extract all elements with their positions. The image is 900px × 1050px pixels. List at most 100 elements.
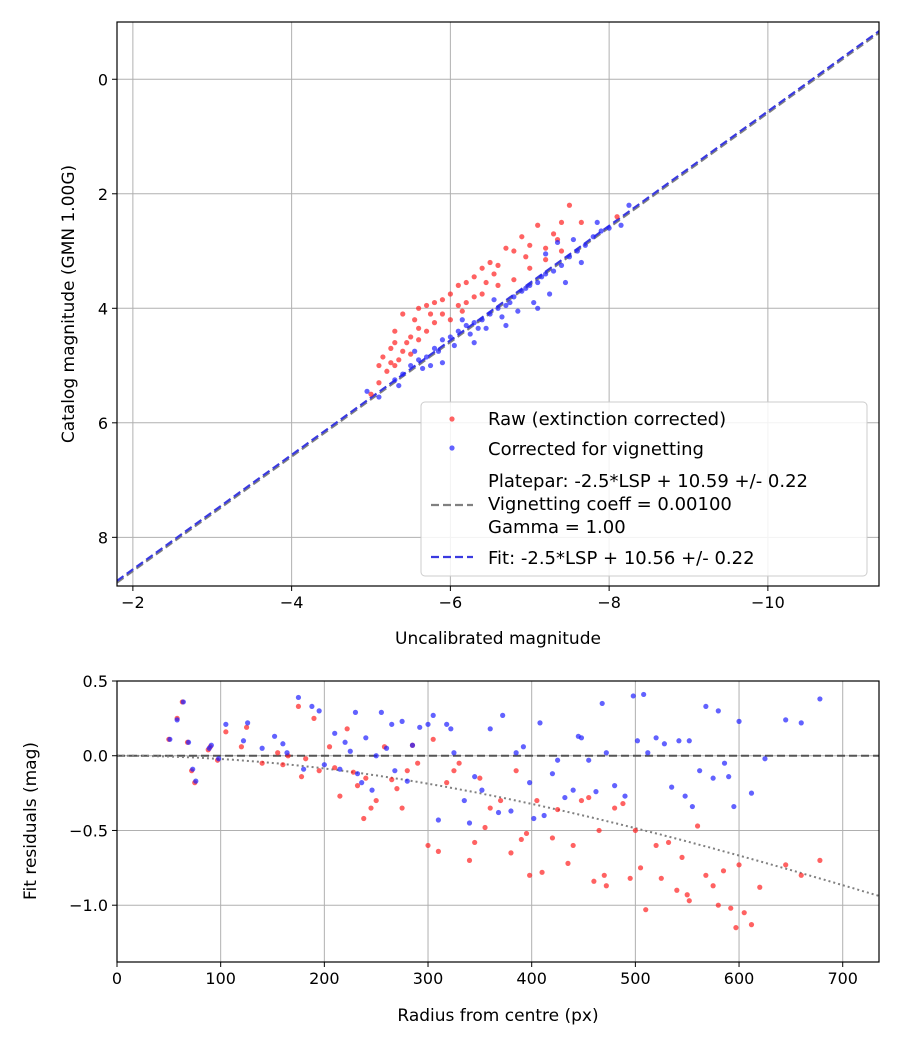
bottom-raw-point xyxy=(466,857,473,863)
bottom-corrected-point xyxy=(444,721,450,727)
bottom-corrected-point xyxy=(448,726,454,732)
top-corrected-point xyxy=(467,331,473,337)
top-corrected-point xyxy=(423,354,430,360)
bottom-raw-point xyxy=(686,898,692,904)
top-x-tick-label: −6 xyxy=(439,593,463,612)
top-corrected-point xyxy=(535,279,541,286)
bottom-corrected-point xyxy=(783,717,789,723)
top-corrected-point xyxy=(519,288,525,294)
bottom-raw-point xyxy=(456,760,462,766)
bottom-raw-point xyxy=(497,797,504,804)
top-raw-point xyxy=(368,391,374,397)
bottom-y-tick-label: 0.5 xyxy=(83,672,108,691)
bottom-raw-point xyxy=(337,793,343,799)
top-corrected-point xyxy=(471,320,477,326)
bottom-raw-point xyxy=(451,768,457,774)
top-raw-point xyxy=(455,282,461,288)
top-raw-point xyxy=(447,291,453,297)
top-raw-point xyxy=(495,262,501,268)
top-corrected-point xyxy=(459,317,465,323)
bottom-raw-point xyxy=(280,762,286,768)
bottom-corrected-point xyxy=(359,780,365,786)
top-x-tick-label: −8 xyxy=(597,593,621,612)
bottom-corrected-point xyxy=(399,718,405,724)
top-corrected-point xyxy=(451,342,457,349)
bottom-corrected-point xyxy=(472,774,478,780)
bottom-raw-point xyxy=(259,760,265,766)
top-corrected-point xyxy=(618,222,624,228)
bottom-raw-point xyxy=(637,865,644,871)
bottom-corrected-point xyxy=(404,778,410,784)
bottom-raw-point xyxy=(748,922,755,928)
bottom-raw-point xyxy=(326,744,333,750)
bottom-x-tick-label: 600 xyxy=(724,969,755,988)
bottom-raw-point xyxy=(513,768,519,774)
bottom-y-tick-label: −0.5 xyxy=(69,821,108,840)
bottom-corrected-point xyxy=(392,768,398,774)
bottom-corrected-point xyxy=(352,709,359,715)
bottom-corrected-point xyxy=(363,735,369,741)
top-raw-point xyxy=(412,317,418,323)
top-corrected-point xyxy=(606,225,612,231)
bottom-corrected-point xyxy=(603,750,609,756)
bottom-plot-panel: 0 100 200 300 400 500 600 700 0.5 0.0 −0.5 −1.0 Rad… xyxy=(21,672,880,1026)
bottom-corrected-point xyxy=(710,775,716,781)
bottom-corrected-point xyxy=(645,750,651,756)
bottom-corrected-point xyxy=(731,803,737,810)
top-raw-point xyxy=(388,345,394,351)
bottom-corrected-point xyxy=(703,703,709,710)
bottom-corrected-point xyxy=(721,760,728,766)
bottom-corrected-point xyxy=(726,774,732,780)
bottom-corrected-point xyxy=(316,708,322,714)
top-raw-point xyxy=(479,291,485,297)
bottom-y-axis-label: Fit residuals (mag) xyxy=(21,742,41,900)
top-raw-point xyxy=(400,348,406,354)
top-raw-point xyxy=(455,302,461,309)
bottom-raw-point xyxy=(368,805,374,811)
top-raw-point xyxy=(578,219,584,226)
top-corrected-point xyxy=(447,334,453,340)
bottom-corrected-point xyxy=(347,748,353,754)
bottom-corrected-point xyxy=(321,762,327,768)
top-corrected-point xyxy=(558,262,565,268)
bottom-corrected-point xyxy=(686,738,692,744)
top-ticks: −2 −4 −6 −8 −10 0 2 4 6 8 xyxy=(98,70,785,612)
top-raw-point xyxy=(392,340,398,346)
top-corrected-point xyxy=(546,291,553,297)
bottom-corrected-point xyxy=(383,745,390,751)
top-corrected-point xyxy=(566,254,573,260)
bottom-corrected-point xyxy=(612,783,618,789)
bottom-corrected-point xyxy=(425,721,431,727)
top-corrected-point xyxy=(511,294,517,300)
top-corrected-point xyxy=(598,228,604,234)
top-raw-point xyxy=(427,311,434,317)
bottom-corrected-point xyxy=(520,744,527,750)
top-raw-point xyxy=(527,265,533,271)
bottom-raw-point xyxy=(703,872,709,878)
bottom-y-tick-label: −1.0 xyxy=(69,896,108,915)
bottom-raw-point xyxy=(394,786,400,792)
legend-vignetting-label: Vignetting coeff = 0.00100 xyxy=(488,494,732,515)
bottom-raw-point xyxy=(472,839,478,846)
top-corrected-point xyxy=(439,360,446,366)
top-corrected-point xyxy=(475,325,481,331)
top-raw-point xyxy=(392,328,398,334)
bottom-raw-point xyxy=(316,768,322,774)
top-raw-point xyxy=(447,317,453,323)
top-corrected-point xyxy=(527,282,533,288)
top-corrected-point xyxy=(483,325,489,331)
bottom-corrected-point xyxy=(180,699,186,705)
top-corrected-point xyxy=(400,371,406,377)
bottom-raw-point xyxy=(720,868,727,874)
top-corrected-point xyxy=(455,328,461,334)
bottom-raw-point xyxy=(627,875,633,881)
bottom-corrected-point xyxy=(531,815,537,822)
bottom-corrected-point xyxy=(435,817,441,823)
top-raw-point xyxy=(439,311,446,317)
top-raw-point xyxy=(384,368,390,374)
bottom-raw-point xyxy=(508,850,514,856)
top-corrected-point xyxy=(376,394,382,400)
top-raw-point xyxy=(459,308,465,314)
bottom-x-tick-label: 400 xyxy=(516,969,547,988)
